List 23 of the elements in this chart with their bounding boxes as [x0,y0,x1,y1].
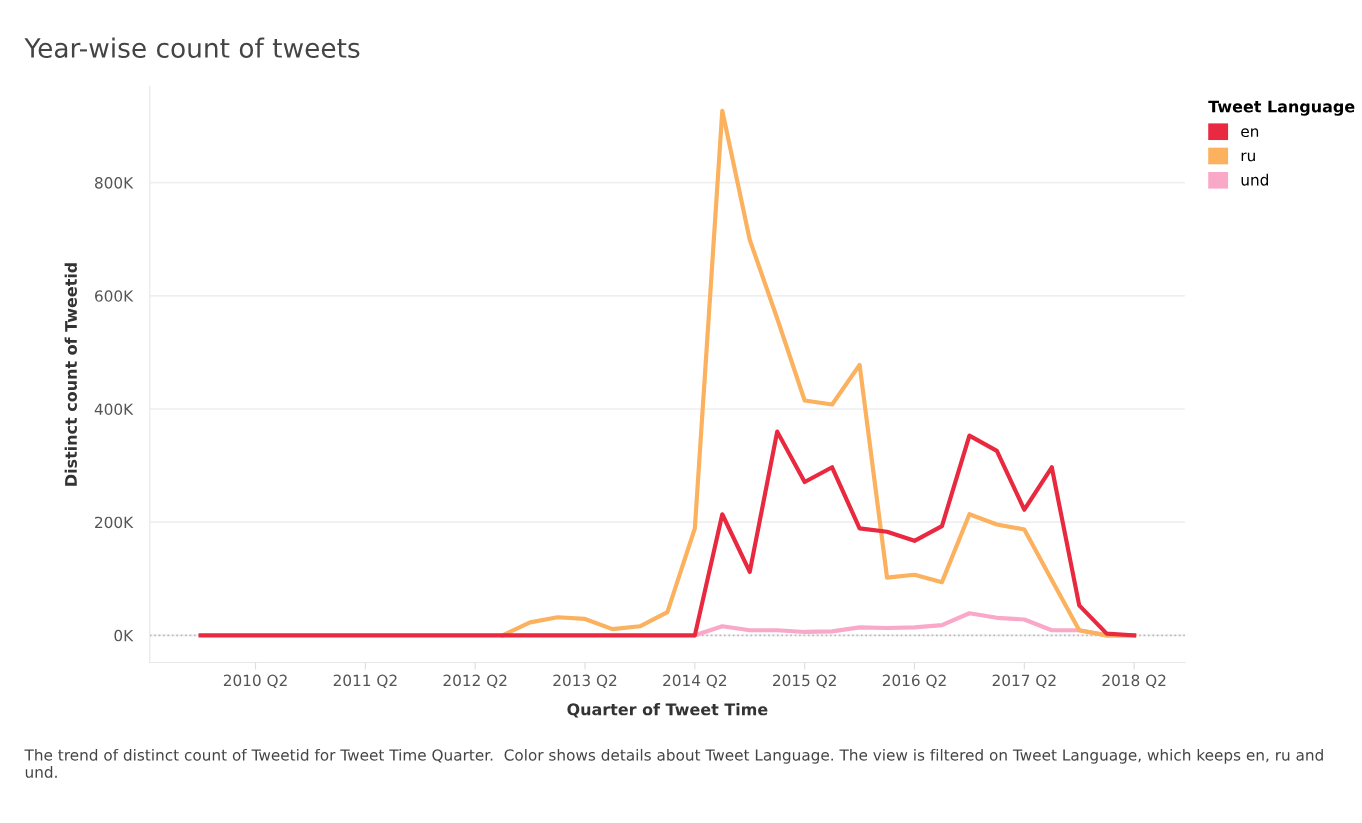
y-tick-label: 600K [95,290,134,302]
legend-label: en [1241,128,1259,138]
legend-label: und [1241,173,1268,186]
x-tick-label: 2016 Q2 [882,674,946,688]
x-tick-label: 2013 Q2 [553,674,617,688]
x-tick-label: 2018 Q2 [1102,674,1166,688]
legend-title: Tweet Language [1208,100,1355,116]
x-tick-label: 2017 Q2 [992,674,1056,688]
chart-title: Year-wise count of tweets [24,37,360,58]
legend-label: ru [1241,152,1255,162]
line-series [198,429,1137,638]
x-axis-title: Quarter of Tweet Time [567,703,768,718]
x-tick-label: 2012 Q2 [443,674,507,688]
text: The trend of distinct count of Tweetid for Tweet Time Quarter. Color shows details about Tweet Language. The view is filtered on Tweet Language, which keeps en, ru and und. [24,748,1323,778]
x-tick-label: 2010 Q2 [223,674,287,688]
x-tick-label: 2015 Q2 [773,674,836,688]
y-tick-label: 200K [95,516,134,529]
y-tick-label: 0K [114,629,134,642]
x-tick-label: 2014 Q2 [663,674,727,688]
x-tick-label: 2011 Q2 [333,674,397,688]
y-axis-title: Distinct count of Tweetid [64,263,77,486]
y-tick-label: 400K [94,403,134,416]
y-tick-label: 800K [95,177,134,189]
